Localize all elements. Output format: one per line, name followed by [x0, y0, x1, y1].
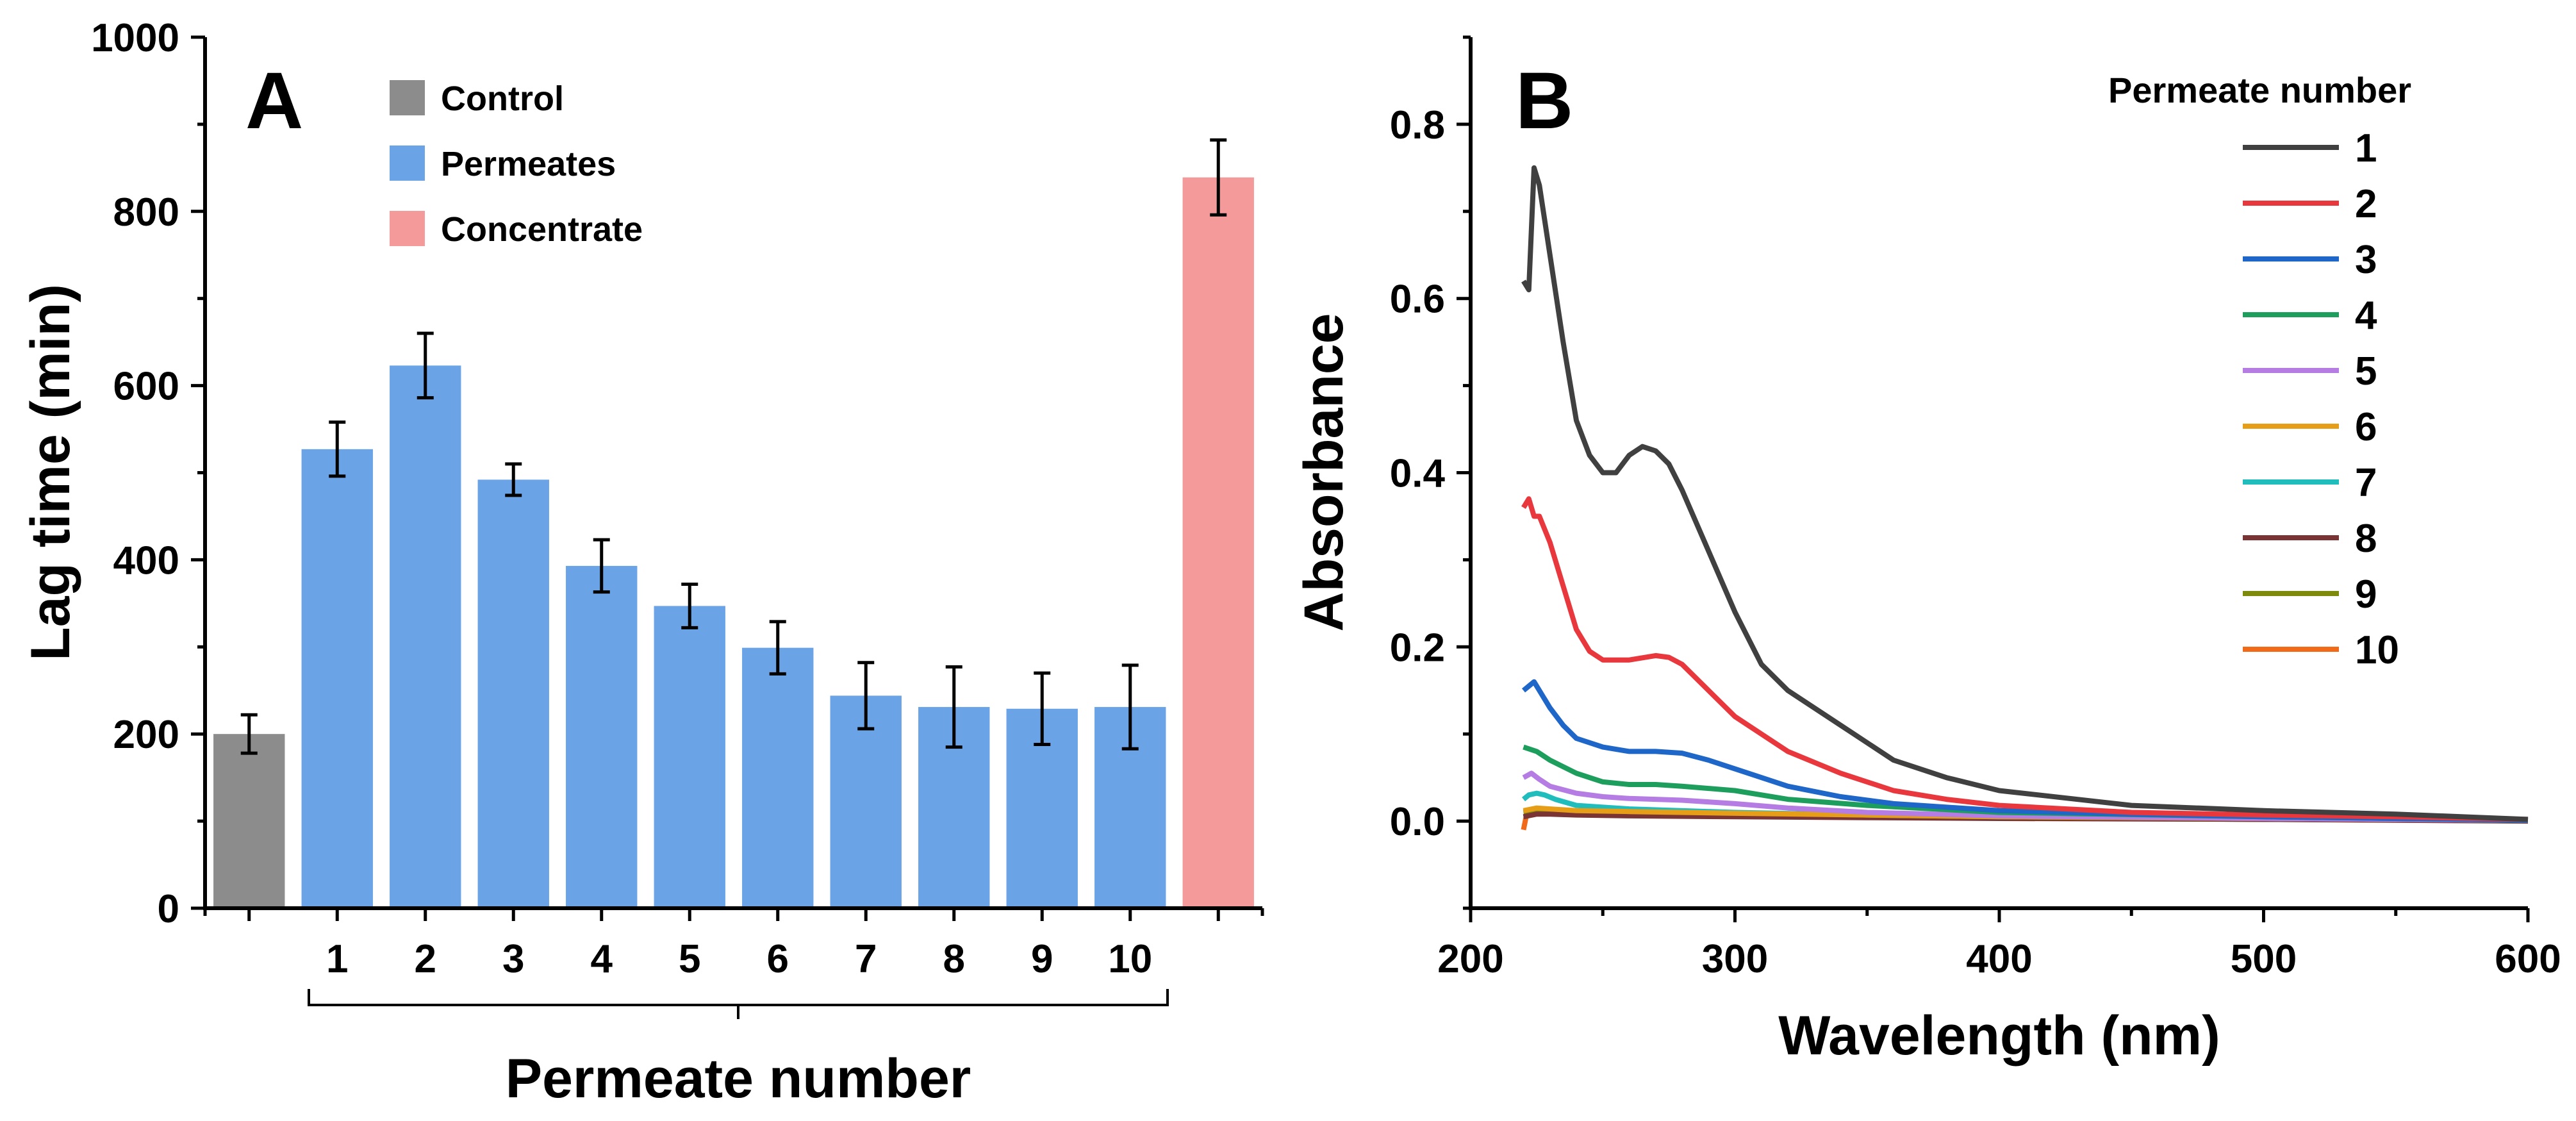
y-tick-label: 600	[113, 365, 179, 409]
y-tick-label: 200	[113, 713, 179, 757]
series-line-5	[1522, 770, 2529, 823]
bar-permeates-2	[390, 365, 461, 908]
legend-label-5: 5	[2355, 349, 2377, 394]
y-tick-label: 800	[113, 190, 179, 235]
error-bar	[857, 661, 875, 731]
x-tick-label: 2	[415, 937, 436, 981]
permeate-group-bracket	[308, 989, 1169, 1019]
bar-permeates-1	[301, 449, 373, 908]
error-bar	[1034, 671, 1051, 747]
legend-label-9: 9	[2355, 572, 2377, 617]
x-tick-label: 400	[1966, 937, 2032, 981]
legend-swatch-concentrate	[390, 211, 425, 246]
x-tick-label: 1	[326, 937, 348, 981]
panel-b-series-lines	[1521, 165, 2529, 831]
error-bar	[329, 420, 346, 478]
x-tick-label: 9	[1031, 937, 1053, 981]
x-tick-label: 8	[943, 937, 965, 981]
panel-b-y-ticks: 0.0 0.2 0.4 0.6 0.8	[1390, 35, 1471, 910]
panel-a-y-ticks: 0 200 400 600 800 1000	[91, 16, 205, 931]
panel-a-label: A	[245, 56, 303, 145]
x-tick-label: 500	[2231, 937, 2297, 981]
x-tick-label: 4	[591, 937, 613, 981]
x-tick-label: 7	[855, 937, 877, 981]
legend-label-4: 4	[2355, 294, 2377, 338]
y-tick-label: 0.4	[1390, 452, 1446, 496]
legend-label-permeates: Permeates	[441, 145, 616, 183]
legend-label-8: 8	[2355, 517, 2377, 561]
error-bar	[1121, 663, 1139, 751]
x-tick-label: 5	[679, 937, 700, 981]
y-tick-label: 1000	[91, 16, 179, 60]
legend-label-3: 3	[2355, 238, 2377, 282]
legend-label-concentrate: Concentrate	[441, 210, 643, 249]
error-bar	[681, 582, 698, 629]
panel-a-bars	[213, 177, 1254, 908]
y-tick-label: 0.6	[1390, 278, 1445, 322]
x-tick-label: 3	[502, 937, 524, 981]
bar-permeates-5	[654, 606, 725, 908]
panel-a-x-label: Permeate number	[506, 1048, 971, 1109]
panel-a-chart: 0 200 400 600 800 1000 1 2 3 4 5 6 7 8 9 10 A Control P…	[20, 16, 1264, 1109]
series-line-3	[1521, 679, 2529, 823]
panel-b-x-label: Wavelength (nm)	[1778, 1005, 2220, 1067]
error-bar	[417, 331, 434, 400]
error-bar	[240, 713, 258, 755]
y-tick-label: 400	[113, 538, 179, 583]
error-bar	[505, 462, 522, 497]
panel-a-error-bars	[240, 138, 1227, 755]
y-tick-label: 0.8	[1390, 103, 1445, 147]
error-bar	[945, 665, 962, 749]
bar-concentrate	[1182, 177, 1254, 908]
error-bar	[1210, 138, 1227, 217]
legend-swatch-control	[390, 80, 425, 115]
bar-permeates-3	[477, 479, 549, 908]
panel-a-x-ticks: 1 2 3 4 5 6 7 8 9 10	[203, 908, 1264, 981]
panel-a-legend: Control Permeates Concentrate	[390, 79, 643, 249]
panel-b-y-label: Absorbance	[1293, 313, 1355, 631]
legend-label-10: 10	[2355, 628, 2399, 672]
legend-label-6: 6	[2355, 405, 2377, 449]
panel-b-legend: 1 2 3 4 5 6 7 8 9 10	[2243, 126, 2399, 672]
y-tick-label: 0.0	[1390, 800, 1445, 844]
bar-permeates-7	[830, 695, 902, 908]
legend-label-7: 7	[2355, 461, 2377, 505]
panel-b-legend-title: Permeate number	[2108, 70, 2411, 110]
x-tick-label: 600	[2495, 937, 2561, 981]
x-tick-label: 10	[1108, 937, 1152, 981]
panel-b-chart: 0.0 0.2 0.4 0.6 0.8 200 300 400 500 600 B Permea…	[1293, 35, 2561, 1067]
panel-b-label: B	[1515, 56, 1573, 145]
legend-label-1: 1	[2355, 126, 2377, 170]
y-tick-label: 0	[158, 887, 179, 931]
bar-control	[213, 734, 285, 908]
panel-b-x-ticks: 200 300 400 500 600	[1437, 908, 2561, 981]
bar-permeates-6	[742, 647, 814, 908]
x-tick-label: 300	[1702, 937, 1768, 981]
error-bar	[593, 538, 610, 594]
panel-a-y-label: Lag time (min)	[20, 284, 81, 661]
legend-label-2: 2	[2355, 182, 2377, 226]
x-tick-label: 200	[1437, 937, 1503, 981]
error-bar	[769, 620, 786, 676]
x-tick-label: 6	[767, 937, 789, 981]
series-line-1	[1521, 165, 2529, 822]
legend-swatch-permeates	[390, 145, 425, 181]
y-tick-label: 0.2	[1390, 626, 1445, 670]
series-line-2	[1521, 496, 2529, 822]
bar-permeates-4	[566, 565, 638, 908]
legend-label-control: Control	[441, 79, 564, 118]
